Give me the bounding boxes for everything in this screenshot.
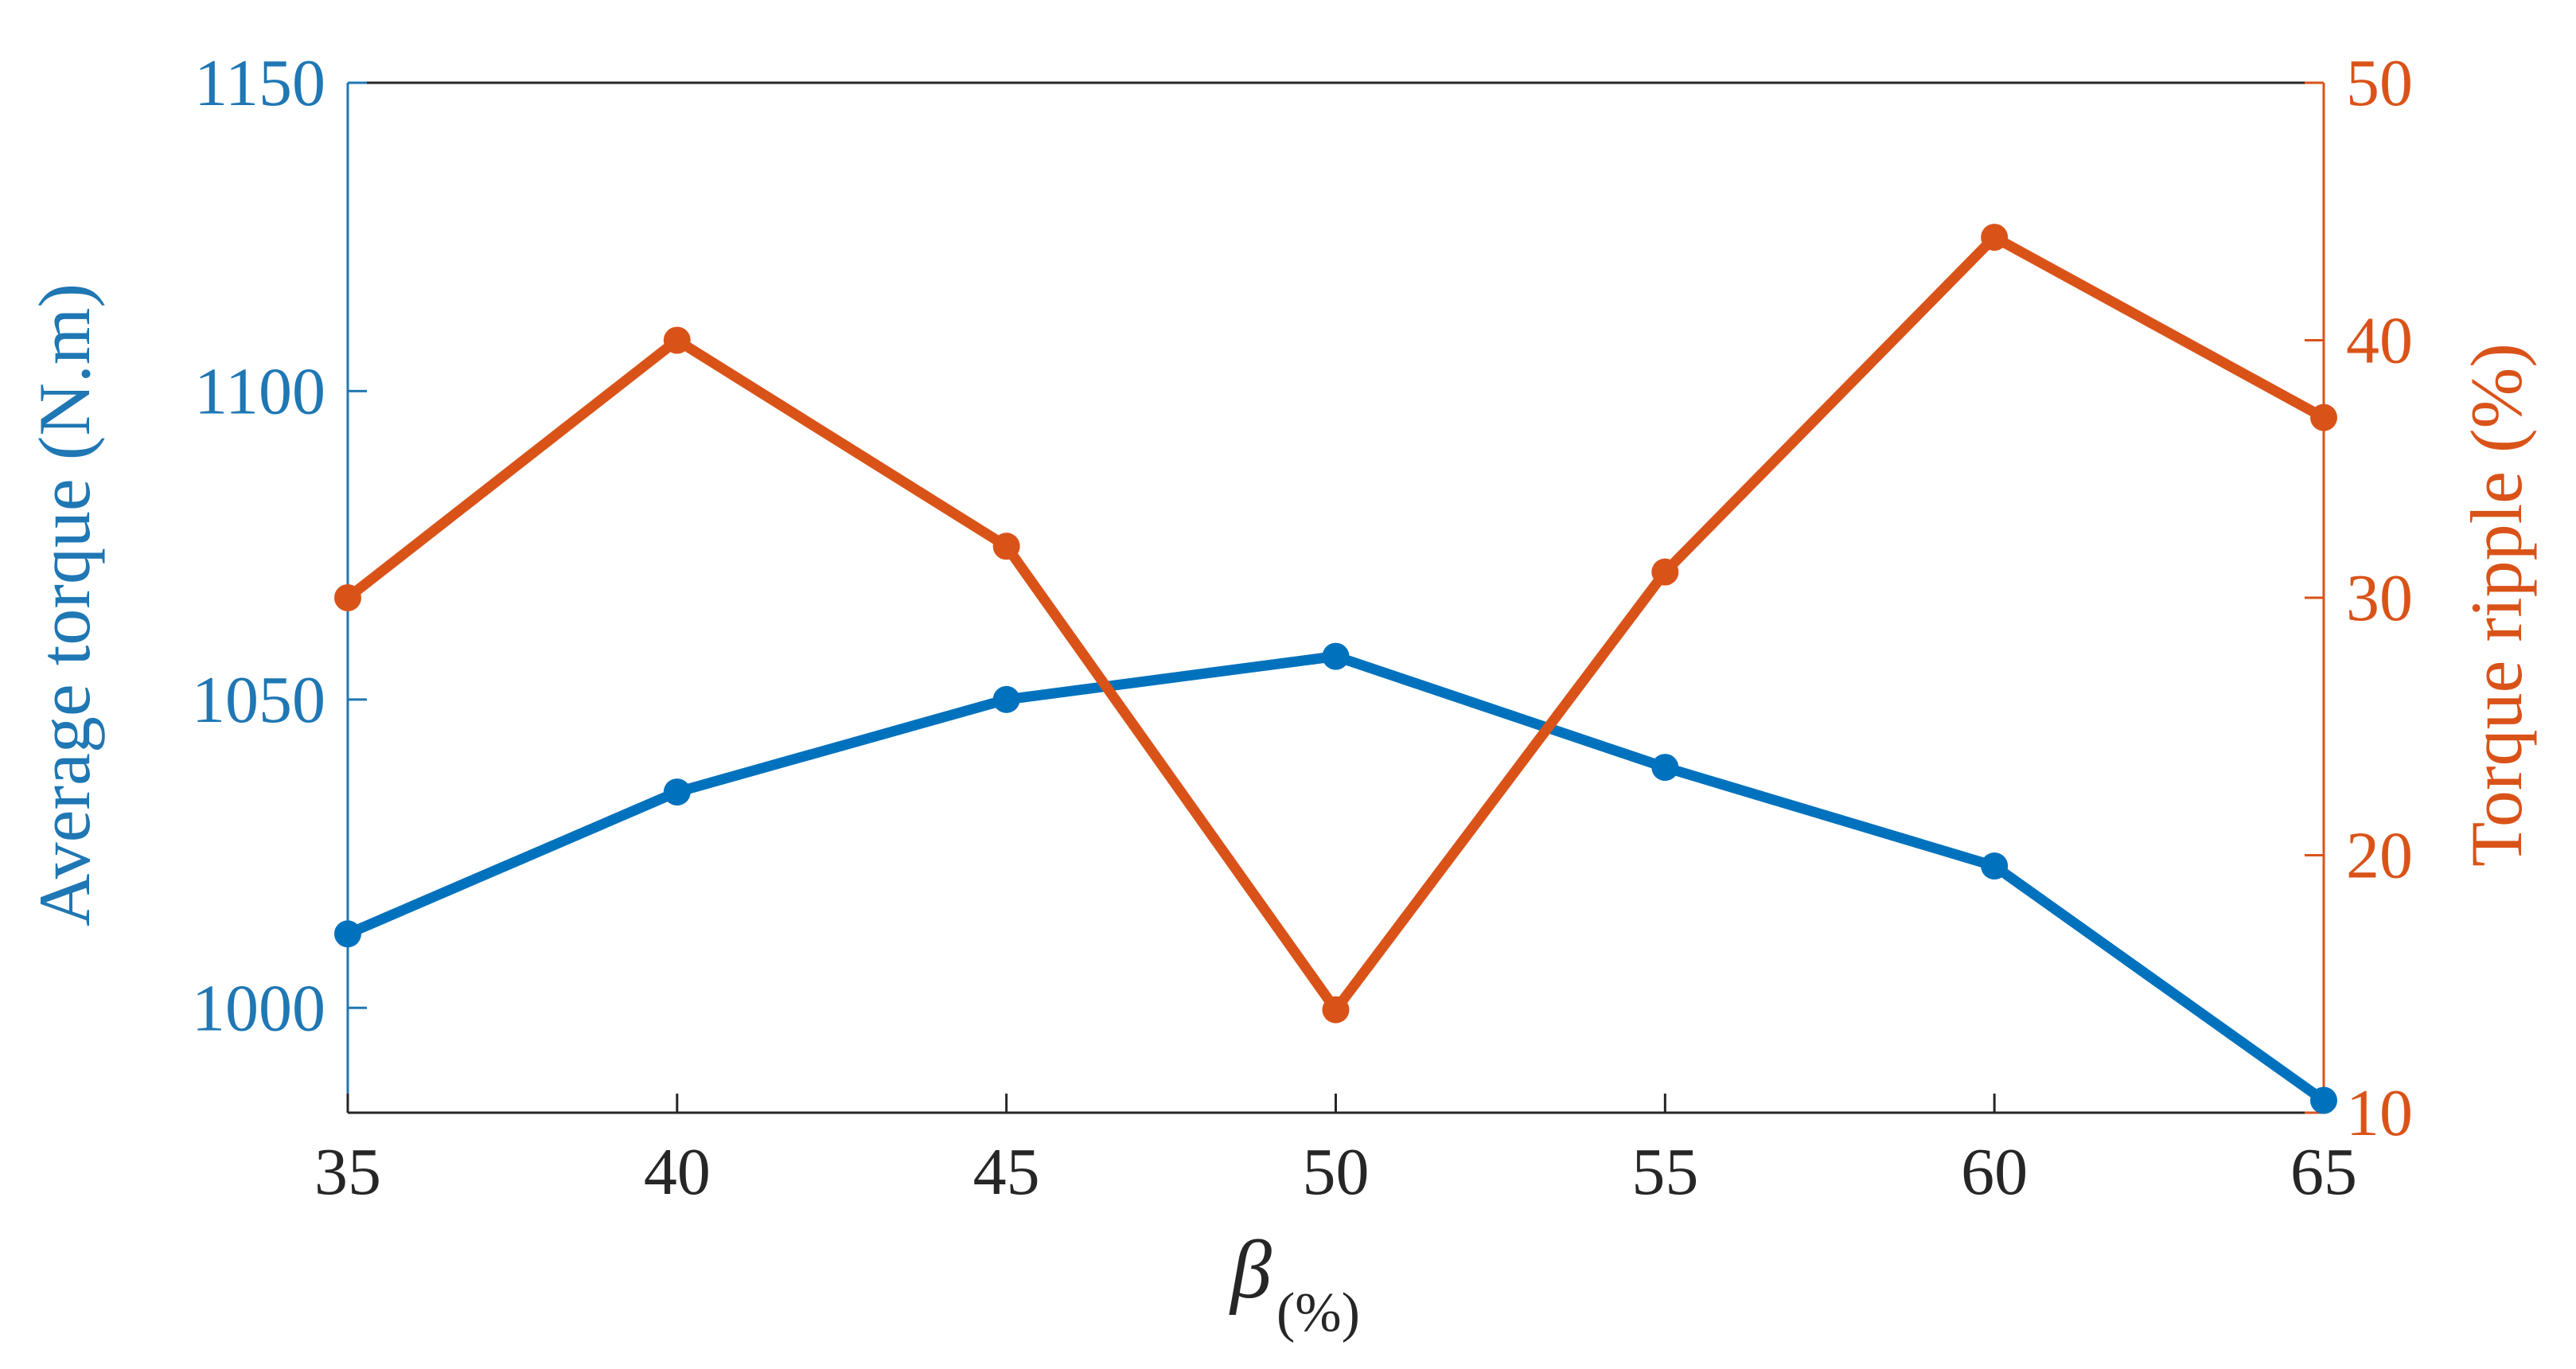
torque-ripple-point	[663, 326, 691, 354]
x-axis-title-subscript: (%)	[1276, 1282, 1360, 1344]
left-axis-title: Average torque (N.m)	[24, 283, 105, 926]
average-torque-line	[342, 651, 2329, 1106]
left-tick-labels: 1000 1050 1100 1150	[192, 46, 325, 1045]
average-torque-point	[1651, 754, 1679, 782]
axes-frame	[346, 81, 2325, 1114]
right-axis-title: Torque ripple (%)	[2456, 343, 2537, 867]
right-tick-label: 40	[2346, 304, 2413, 378]
right-tick-label: 10	[2346, 1076, 2413, 1150]
torque-ripple-point	[1651, 558, 1679, 586]
x-tick-label: 50	[1303, 1135, 1370, 1209]
left-tick-label: 1150	[194, 46, 325, 120]
average-torque-point	[1981, 852, 2009, 880]
left-tick-label: 1000	[192, 971, 325, 1045]
x-tick-label: 35	[314, 1135, 381, 1209]
right-tick-labels: 10 20 30 40 50	[2346, 46, 2413, 1150]
x-tick-label: 60	[1961, 1135, 2028, 1209]
right-tick-label: 30	[2346, 561, 2413, 635]
torque-ripple-point	[1322, 996, 1350, 1024]
x-tick-label: 55	[1631, 1135, 1698, 1209]
torque-ripple-point	[992, 532, 1020, 560]
right-tick-label: 50	[2346, 46, 2413, 120]
x-tick-label: 65	[2290, 1135, 2357, 1209]
x-tick-label: 40	[644, 1135, 711, 1209]
x-axis-title: β (%)	[1229, 1224, 1360, 1344]
average-torque-point	[2310, 1086, 2337, 1114]
x-tick-label: 45	[973, 1135, 1040, 1209]
x-axis-title-symbol: β	[1229, 1224, 1272, 1316]
torque-ripple-point	[2310, 404, 2337, 431]
torque-ripple-point	[334, 584, 361, 611]
average-torque-point	[992, 685, 1020, 713]
x-tick-labels: 35 40 45 50 55 60 65	[314, 1135, 2357, 1209]
left-tick-label: 1100	[194, 354, 325, 428]
right-tick-label: 20	[2346, 819, 2413, 893]
average-torque-point	[334, 920, 361, 948]
average-torque-point	[1322, 642, 1350, 670]
torque-ripple-point	[1981, 224, 2009, 252]
left-tick-label: 1050	[192, 663, 325, 737]
series-group	[334, 224, 2337, 1114]
average-torque-point	[663, 778, 691, 806]
